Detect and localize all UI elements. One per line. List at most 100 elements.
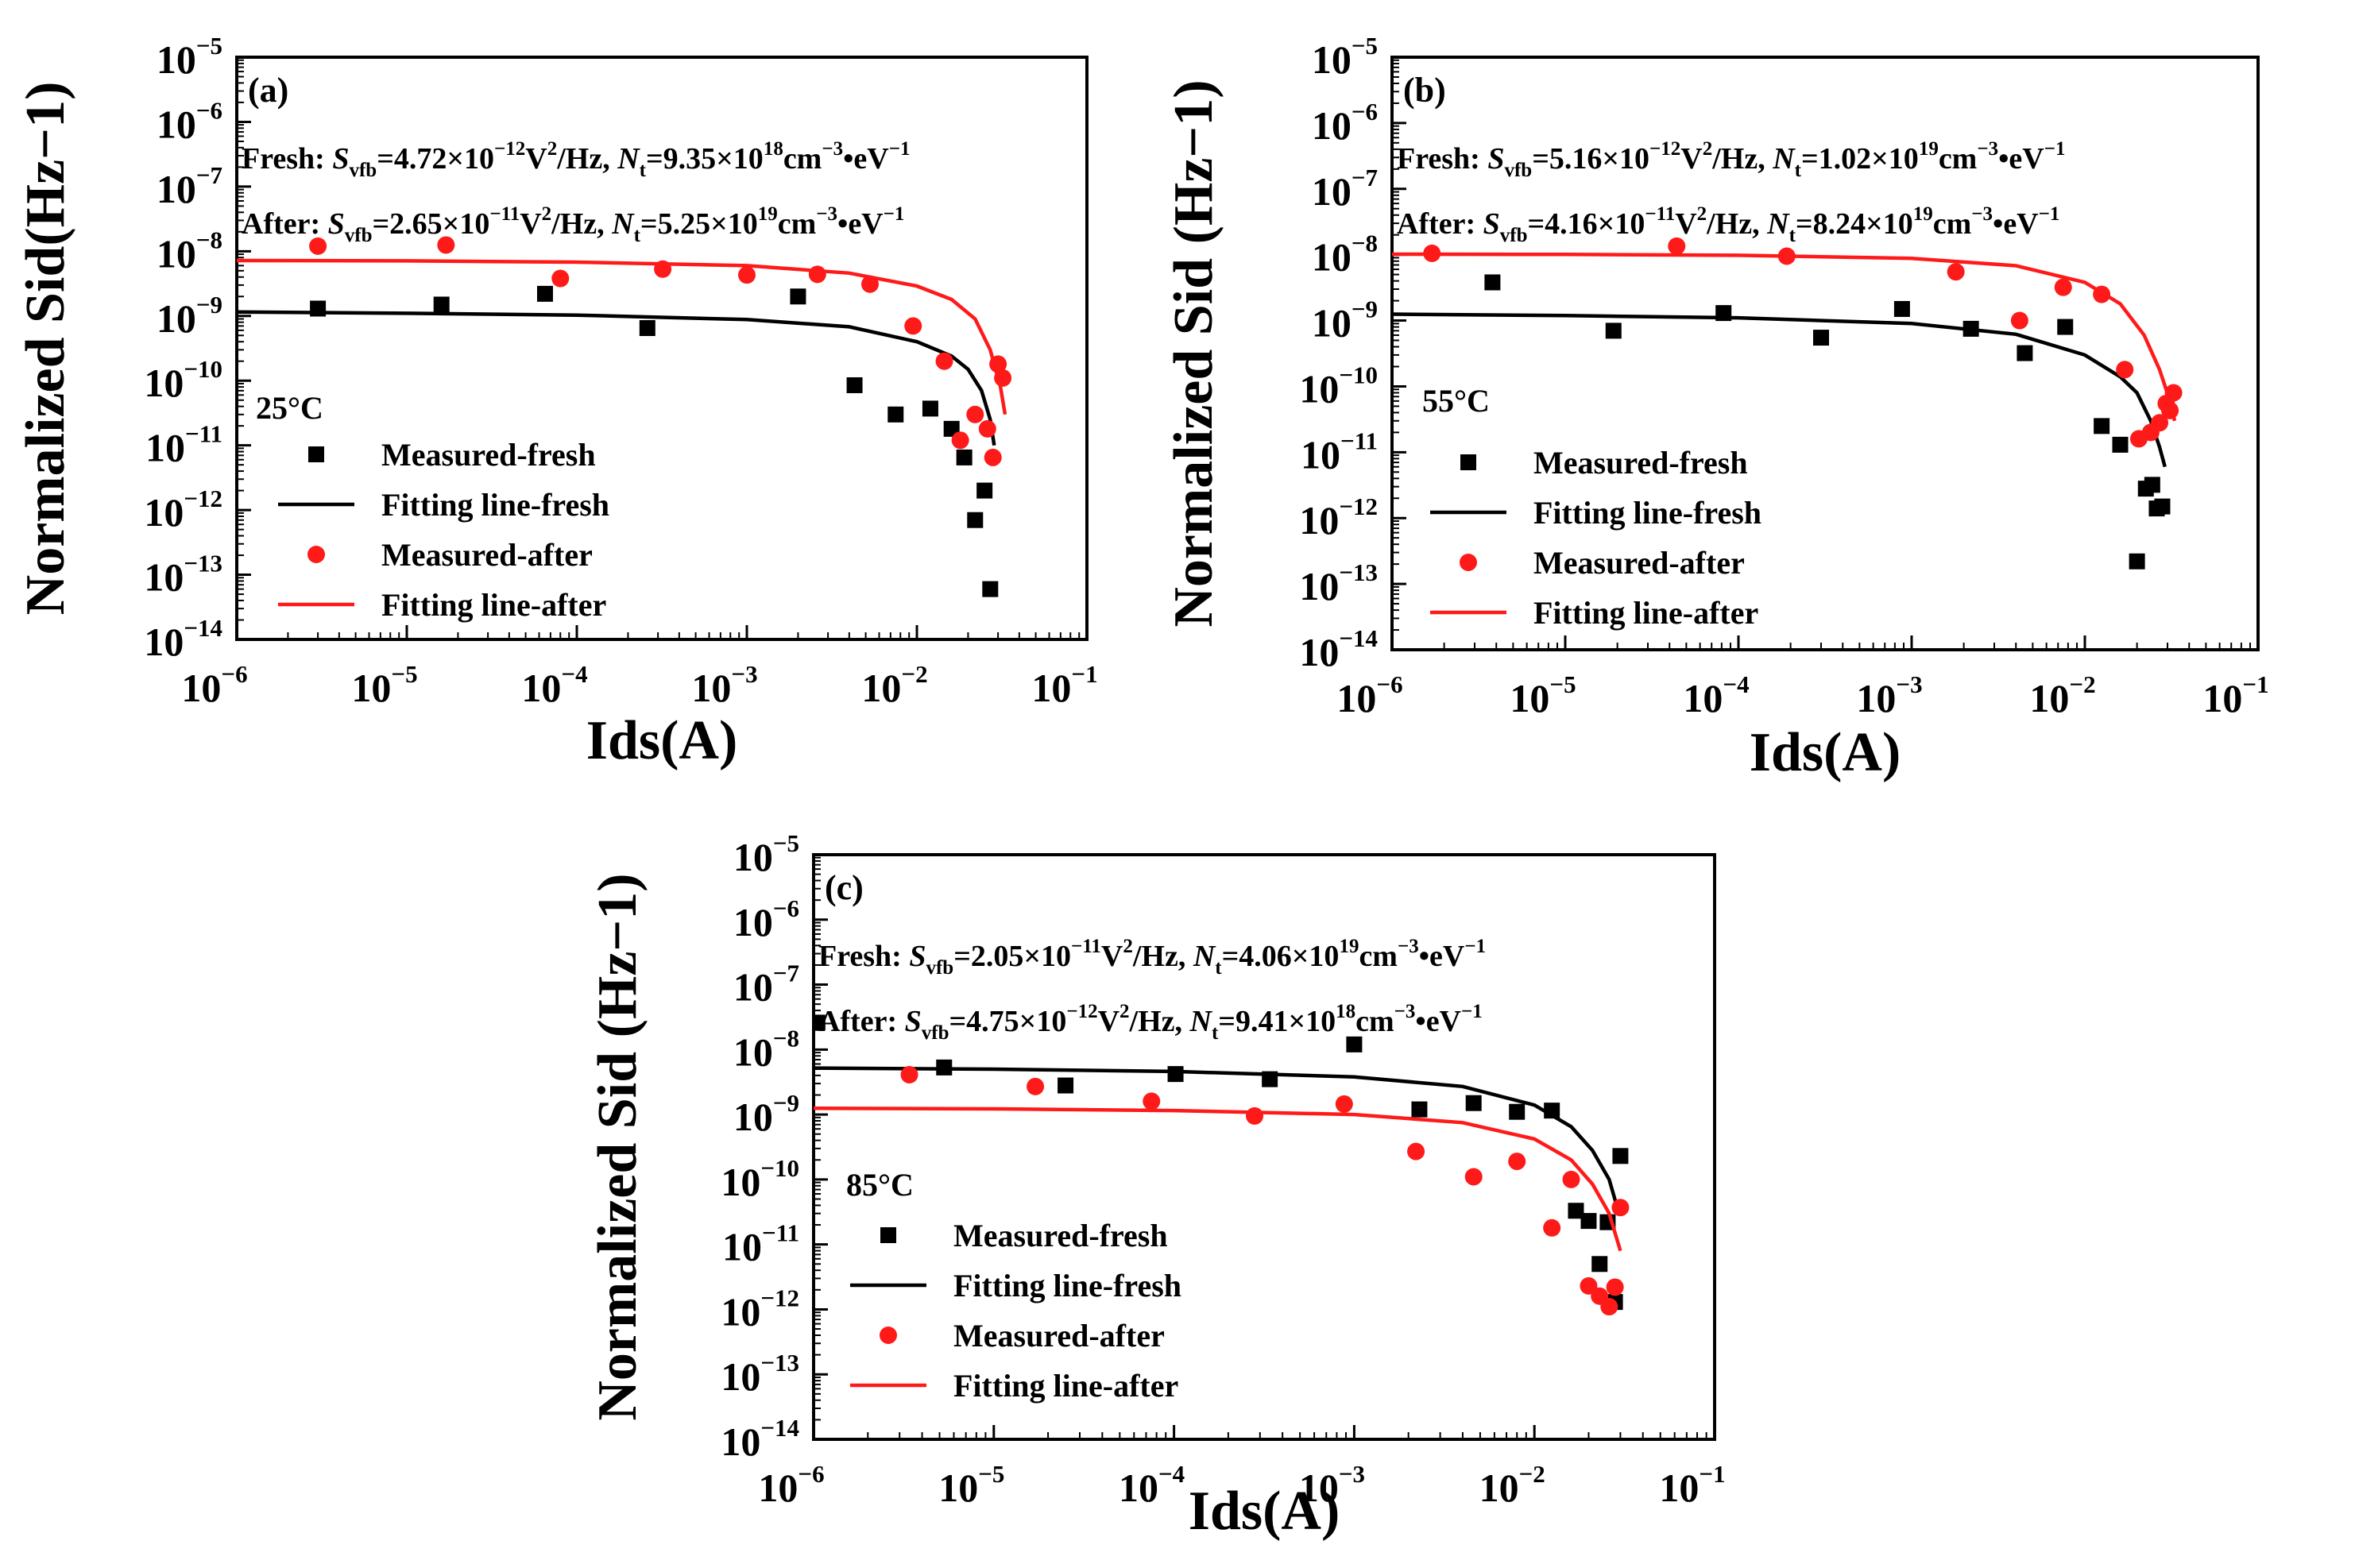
- annotation-0: Fresh: Svfb=5.16×10−12V2/Hz, Nt=1.02×101…: [1397, 138, 2065, 181]
- data-point-fresh: [2154, 498, 2171, 515]
- y-tick-label: 10−7: [157, 161, 222, 211]
- data-point-after: [437, 236, 455, 254]
- data-point-after: [2151, 414, 2169, 432]
- data-point-fresh: [2017, 345, 2033, 361]
- x-tick-label: 10−5: [351, 660, 417, 710]
- y-tick-label: 10−8: [1312, 230, 1378, 280]
- y-tick-label: 10−9: [733, 1089, 799, 1139]
- series-line-3: [1392, 252, 2177, 422]
- legend-label: Measured-after: [953, 1318, 1165, 1354]
- data-point-after: [1668, 237, 1686, 255]
- temperature-label: 55°C: [1422, 383, 1490, 419]
- data-point-after: [860, 275, 879, 293]
- data-point-fresh: [1568, 1203, 1584, 1219]
- x-tick-label: 10−1: [2202, 670, 2268, 720]
- data-point-fresh: [433, 296, 450, 313]
- x-tick-label: 10−2: [2029, 670, 2095, 720]
- y-tick-label: 10−7: [1312, 164, 1378, 214]
- y-tick-label: 10−12: [1299, 492, 1378, 543]
- data-point-fresh: [1580, 1213, 1597, 1230]
- series-line-1: [237, 310, 996, 446]
- y-tick-label: 10−13: [721, 1349, 799, 1399]
- data-point-after: [978, 419, 996, 438]
- y-tick-label: 10−9: [1312, 295, 1378, 346]
- x-tick-label: 10−4: [1119, 1460, 1185, 1510]
- y-tick-label: 10−6: [733, 894, 799, 944]
- data-point-fresh: [846, 377, 863, 393]
- data-point-fresh: [536, 285, 553, 302]
- data-point-fresh: [967, 512, 984, 528]
- data-point-fresh: [1605, 322, 1622, 339]
- data-point-after: [1611, 1199, 1630, 1217]
- data-point-after: [808, 265, 826, 284]
- plot-area: [814, 1014, 1630, 1316]
- data-point-after: [900, 1065, 918, 1083]
- annotation-1: After: Svfb=2.65×10−11V2/Hz, Nt=5.25×101…: [242, 203, 904, 246]
- data-point-fresh: [887, 406, 904, 423]
- data-point-fresh: [1509, 1103, 1526, 1120]
- x-tick-label: 10−6: [758, 1460, 824, 1510]
- x-tick-label: 10−4: [521, 660, 587, 710]
- y-tick-label: 10−10: [144, 355, 222, 405]
- annotation-1: After: Svfb=4.75×10−12V2/Hz, Nt=9.41×101…: [818, 1001, 1483, 1044]
- data-point-after: [551, 269, 570, 288]
- y-tick-label: 10−13: [1299, 558, 1378, 608]
- x-tick-label: 10−5: [1510, 670, 1576, 720]
- annotation-0: Fresh: Svfb=2.05×10−11V2/Hz, Nt=4.06×101…: [818, 936, 1486, 979]
- data-point-after: [1143, 1092, 1161, 1110]
- y-tick-label: 10−8: [157, 226, 222, 276]
- data-point-after: [2116, 361, 2134, 379]
- data-point-after: [1543, 1218, 1561, 1237]
- data-point-fresh: [1893, 300, 1910, 317]
- data-point-after: [309, 237, 327, 255]
- data-point-fresh: [1612, 1148, 1629, 1164]
- data-point-after: [2054, 278, 2072, 296]
- series-line-1: [814, 1066, 1620, 1210]
- chart-panel-0: 10−6 10−5 10−4 10−3 10−2 10−1 10−14 10−13 10−12 1…: [15, 32, 1098, 771]
- plot-area: [237, 236, 1012, 597]
- data-point-after: [1562, 1170, 1580, 1188]
- data-point-after: [951, 431, 969, 450]
- data-point-after: [984, 448, 1002, 466]
- series-line-1: [1392, 312, 2167, 468]
- data-point-fresh: [639, 320, 655, 337]
- data-point-after: [1335, 1095, 1353, 1113]
- y-axis-label: Normalized Sid(Hz−1): [15, 82, 76, 616]
- y-tick-label: 10−5: [1312, 32, 1378, 82]
- data-point-after: [738, 266, 756, 284]
- data-point-after: [1407, 1142, 1425, 1161]
- legend-label: Fitting line-after: [1533, 595, 1758, 631]
- legend-square-swatch: [308, 446, 324, 462]
- y-tick-label: 10−5: [157, 32, 222, 82]
- data-point-fresh: [1058, 1077, 1074, 1094]
- series-line-3: [237, 258, 1007, 415]
- legend-circle-swatch: [1460, 554, 1477, 571]
- y-tick-label: 10−6: [157, 96, 222, 146]
- data-point-fresh: [922, 400, 938, 417]
- y-tick-label: 10−14: [144, 614, 222, 664]
- y-tick-label: 10−14: [1299, 624, 1378, 674]
- data-point-after: [1580, 1276, 1598, 1295]
- data-point-fresh: [943, 420, 960, 437]
- x-tick-label: 10−1: [1031, 660, 1097, 710]
- data-point-fresh: [1346, 1036, 1363, 1052]
- y-tick-label: 10−13: [144, 550, 222, 600]
- x-tick-label: 10−2: [861, 660, 927, 710]
- legend-label: Measured-fresh: [381, 437, 596, 473]
- legend-label: Measured-after: [1533, 545, 1745, 581]
- data-point-after: [966, 405, 984, 423]
- data-point-fresh: [2057, 319, 2074, 335]
- legend: Measured-fresh Fitting line-fresh Measured…: [278, 437, 609, 623]
- y-tick-label: 10−11: [722, 1219, 799, 1269]
- panel-label: (c): [825, 868, 864, 907]
- data-point-after: [1464, 1168, 1483, 1186]
- data-point-fresh: [2129, 553, 2145, 570]
- y-tick-label: 10−10: [1299, 361, 1378, 411]
- x-tick-label: 10−6: [181, 660, 247, 710]
- y-tick-label: 10−5: [733, 829, 799, 879]
- data-point-after: [1027, 1077, 1045, 1095]
- x-tick-label: 10−3: [691, 660, 757, 710]
- x-axis-label: Ids(A): [1750, 722, 1901, 783]
- y-tick-label: 10−12: [144, 485, 222, 535]
